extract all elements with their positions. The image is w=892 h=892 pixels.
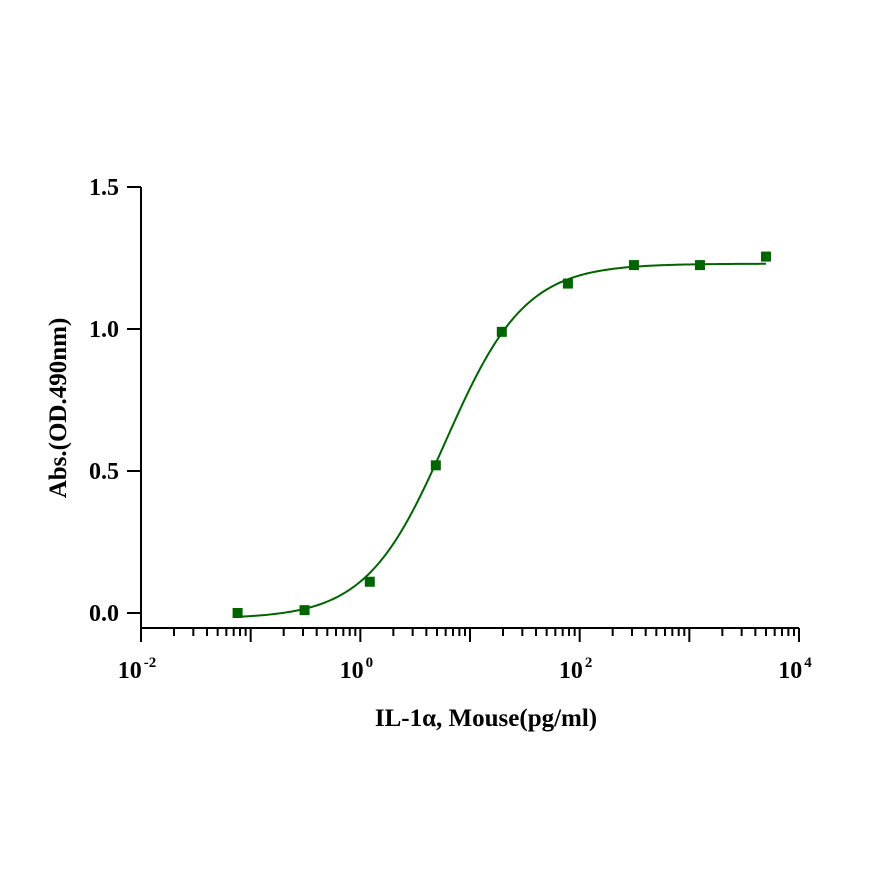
data-point — [694, 260, 705, 271]
data-point — [496, 326, 507, 337]
x-axis-title: IL-1α, Mouse(pg/ml) — [375, 705, 597, 732]
x-tick-label: 10 0 — [340, 655, 374, 684]
axes — [140, 187, 799, 629]
data-point — [299, 605, 310, 616]
x-ticks: 10 -2 10 0 10 2 10 4 — [118, 628, 812, 684]
fit-curve — [237, 262, 766, 618]
y-ticks: 0.0 0.5 1.0 1.5 — [89, 175, 141, 627]
y-axis-title: Abs.(OD.490nm) — [45, 318, 72, 499]
y-tick-label: 1.5 — [89, 175, 119, 201]
data-point — [430, 460, 441, 471]
data-point — [232, 608, 243, 618]
y-tick-label: 1.0 — [89, 317, 119, 343]
data-points — [232, 251, 771, 618]
data-point — [364, 576, 375, 587]
data-point — [562, 278, 573, 289]
data-point — [760, 251, 771, 262]
data-point — [628, 260, 639, 271]
x-tick-label: 10 4 — [778, 655, 812, 684]
y-tick-label: 0.0 — [89, 601, 119, 627]
x-tick-label: 10 2 — [559, 655, 593, 684]
x-tick-label: 10 -2 — [118, 655, 157, 684]
y-tick-label: 0.5 — [89, 459, 119, 485]
